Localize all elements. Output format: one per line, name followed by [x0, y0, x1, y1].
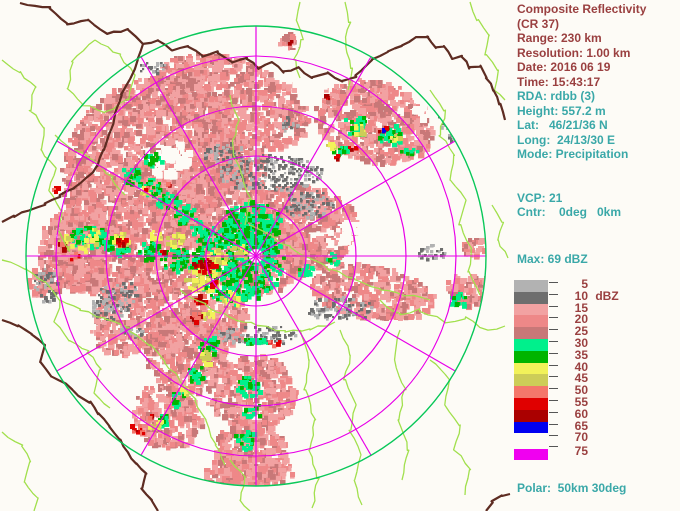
info-line: Long: 24/13/30 E — [517, 132, 616, 147]
legend-label: 75 — [574, 444, 588, 458]
legend-label: 65 — [574, 418, 588, 433]
legend-tick — [549, 317, 558, 319]
legend-tick — [549, 400, 558, 401]
info-line: VCP: 21 — [517, 190, 563, 205]
legend-tick — [549, 293, 558, 295]
legend-label: 20 — [574, 312, 588, 327]
legend-tick — [549, 305, 558, 307]
legend-swatch — [514, 386, 548, 398]
info-line: Height: 557.2 m — [517, 103, 606, 118]
legend-swatch — [514, 291, 548, 304]
legend-label: 45 — [574, 371, 588, 386]
legend-swatch — [514, 421, 548, 434]
legend-swatch — [514, 374, 548, 387]
legend-label: 15 — [574, 300, 588, 315]
legend-tick — [549, 446, 558, 447]
legend-swatch — [514, 409, 548, 422]
legend-swatch — [514, 280, 548, 292]
legend-label: 60 — [574, 406, 588, 421]
legend-tick — [549, 435, 558, 437]
info-line: (CR 37) — [517, 16, 560, 31]
info-line: Composite Reflectivity — [517, 2, 647, 16]
legend-label: 25 — [574, 324, 588, 339]
legend-tick — [549, 376, 558, 378]
info-line: Range: 230 km — [517, 31, 602, 45]
legend-label: 55 — [574, 395, 588, 409]
legend-label: 30 — [574, 336, 588, 350]
legend-swatch — [514, 350, 548, 363]
legend-swatch — [514, 339, 548, 351]
legend-tick — [549, 329, 558, 331]
dbz-color-scale: 5 10 dBZ 15 20 25 30 35 40 45 50 55 60 65 70 75 — [512, 0, 680, 511]
legend-tick — [549, 388, 558, 390]
legend-swatch — [514, 303, 548, 316]
info-line: Max: 69 dBZ — [517, 251, 588, 266]
legend-tick — [549, 282, 558, 283]
legend-swatch — [514, 398, 548, 410]
legend-label: 70 — [574, 430, 588, 445]
legend-tick — [549, 352, 558, 354]
info-line: Mode: Precipitation — [517, 147, 629, 161]
legend-tick — [549, 423, 558, 425]
legend-swatch — [514, 449, 548, 460]
legend-unit-label: dBZ — [592, 288, 619, 303]
legend-label: 5 — [581, 277, 588, 291]
info-line: Time: 15:43:17 — [517, 74, 601, 89]
legend-tick — [549, 364, 558, 366]
legend-tick — [549, 411, 558, 413]
info-line: RDA: rdbb (3) — [517, 89, 595, 103]
info-line: Date: 2016 06 19 — [517, 60, 611, 74]
radar-map-display — [0, 0, 512, 511]
legend-label: 50 — [574, 383, 588, 398]
legend-tick — [549, 341, 558, 342]
product-info-panel: Composite Reflectivity (CR 37) Range: 230 … — [512, 0, 680, 511]
polar-grid-label: Polar: 50km 30deg — [517, 481, 627, 495]
legend-label: 35 — [574, 347, 588, 362]
legend-swatch — [514, 315, 548, 328]
legend-swatch — [514, 327, 548, 339]
legend-label: 10 — [574, 288, 588, 303]
legend-swatch — [514, 362, 548, 375]
info-line: Cntr: 0deg 0km — [517, 205, 622, 219]
info-line: Lat: 46/21/36 N — [517, 118, 608, 132]
legend-label: 40 — [574, 359, 588, 374]
info-line: Resolution: 1.00 km — [517, 45, 631, 60]
